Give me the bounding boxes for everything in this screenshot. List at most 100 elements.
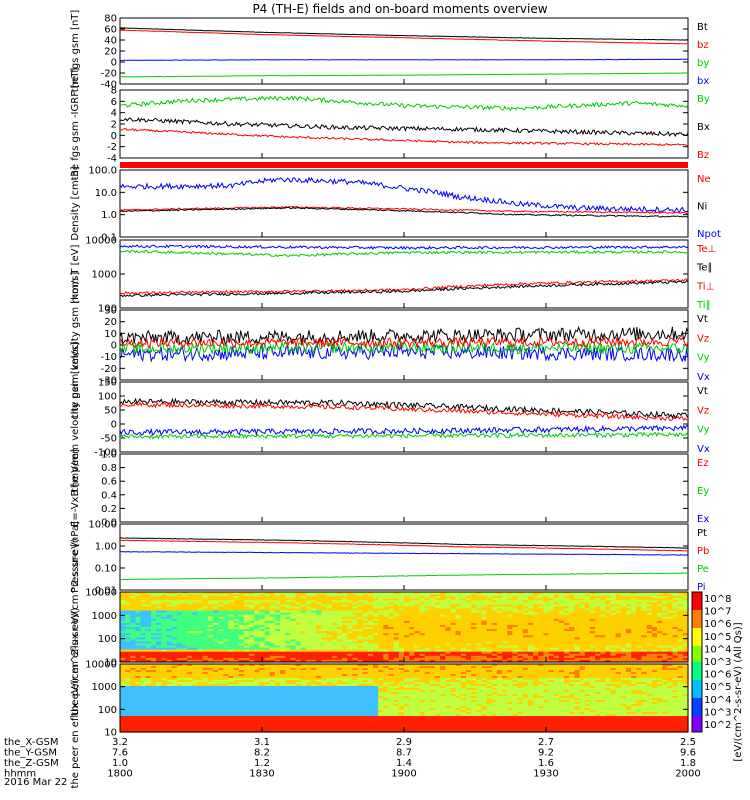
spectrogram-cell xyxy=(543,604,550,608)
spectrogram-cell xyxy=(533,657,539,661)
spectrogram-cell xyxy=(579,618,586,622)
spectrogram-cell xyxy=(202,708,209,711)
spectrogram-cell xyxy=(672,645,679,649)
spectrogram-cell xyxy=(202,716,209,719)
spectrogram-cell xyxy=(145,690,152,693)
spectrogram-cell xyxy=(243,716,250,719)
spectrogram-cell xyxy=(202,692,209,695)
spectrogram-cell xyxy=(238,637,245,640)
spectrogram-cell xyxy=(404,643,410,647)
spectrogram-cell xyxy=(667,629,674,632)
spectrogram-cell xyxy=(125,657,131,661)
spectrogram-cell xyxy=(331,608,338,612)
spectrogram-cell xyxy=(264,594,271,597)
spectrogram-cell xyxy=(171,720,178,723)
spectrogram-cell xyxy=(512,629,519,632)
spectrogram-cell xyxy=(595,604,601,608)
spectrogram-cell xyxy=(584,627,591,630)
spectrogram-cell xyxy=(207,651,214,655)
spectrogram-cell xyxy=(223,716,230,719)
spectrogram-cell xyxy=(419,594,426,597)
spectrogram-cell xyxy=(311,608,317,612)
spectrogram-cell xyxy=(135,712,142,715)
spectrogram-cell xyxy=(419,600,426,603)
spectrogram-cell xyxy=(223,684,230,687)
spectrogram-cell xyxy=(176,686,183,689)
spectrogram-cell xyxy=(486,641,493,645)
spectrogram-cell xyxy=(249,631,255,634)
spectrogram-cell xyxy=(156,664,162,667)
spectrogram-cell xyxy=(305,606,312,610)
spectrogram-cell xyxy=(300,627,307,630)
spectrogram-cell xyxy=(367,643,374,647)
spectrogram-cell xyxy=(202,722,209,725)
spectrogram-cell xyxy=(398,608,405,612)
spectrogram-cell xyxy=(269,604,276,608)
spectrogram-cell xyxy=(151,651,157,655)
spectrogram-cell xyxy=(646,629,653,632)
spectrogram-cell xyxy=(202,639,209,643)
spectrogram-cell xyxy=(166,629,173,632)
spectrogram-cell xyxy=(171,598,178,601)
spectrogram-cell xyxy=(357,596,364,599)
spectrogram-cell xyxy=(197,633,204,636)
spectrogram-cell xyxy=(414,596,421,599)
spectrogram-cell xyxy=(517,655,524,659)
spectrogram-cell xyxy=(527,616,534,620)
spectrogram-cell xyxy=(161,704,168,707)
spectrogram-cell xyxy=(125,647,131,651)
spectrogram-cell xyxy=(212,706,219,709)
spectrogram-cell xyxy=(481,604,488,608)
spectrogram-cell xyxy=(197,682,204,685)
spectrogram-cell xyxy=(259,698,266,701)
spectrogram-cell xyxy=(409,616,415,620)
spectrogram-cell xyxy=(393,610,400,614)
spectrogram-cell xyxy=(156,610,162,614)
spectrogram-cell xyxy=(615,629,622,632)
spectrogram-cell xyxy=(145,674,152,677)
spectrogram-cell xyxy=(274,637,281,640)
spectrogram-cell xyxy=(646,659,653,663)
spectrogram-cell xyxy=(626,622,632,626)
spectrogram-cell xyxy=(182,668,188,671)
spectrogram-cell xyxy=(610,614,617,618)
spectrogram-cell xyxy=(336,633,343,636)
spectrogram-cell xyxy=(429,602,436,605)
spectrogram-cell xyxy=(192,645,199,649)
spectrogram-cell xyxy=(311,604,317,608)
y-tick-label: 0.01 xyxy=(95,586,117,597)
spectrogram-cell xyxy=(481,657,488,661)
spectrogram-cell xyxy=(347,622,353,626)
spectrogram-cell xyxy=(605,620,612,624)
spectrogram-cell xyxy=(295,622,302,626)
spectrogram-cell xyxy=(145,672,152,675)
spectrogram-cell xyxy=(249,670,255,673)
spectrogram-cell xyxy=(254,706,261,709)
spectrogram-cell xyxy=(161,664,168,667)
spectrogram-cell xyxy=(192,641,199,645)
spectrogram-cell xyxy=(207,700,214,703)
spectrogram-cell xyxy=(440,620,446,624)
spectrogram-cell xyxy=(176,710,183,713)
spectrogram-cell xyxy=(254,702,261,705)
spectrogram-cell xyxy=(223,608,230,612)
spectrogram-cell xyxy=(331,606,338,610)
spectrogram-cell xyxy=(636,620,643,624)
spectrogram-cell xyxy=(182,716,188,719)
spectrogram-cell xyxy=(600,653,606,657)
spectrogram-cell xyxy=(321,641,328,645)
spectrogram-cell xyxy=(409,602,415,605)
spectrogram-cell xyxy=(455,620,462,624)
spectrogram-cell xyxy=(682,659,689,663)
spectrogram-cell xyxy=(651,633,658,636)
spectrogram-cell xyxy=(574,618,581,622)
spectrogram-cell xyxy=(166,620,173,624)
spectrogram-cell xyxy=(460,598,467,601)
spectrogram-cell xyxy=(404,594,410,597)
spectrogram-cell xyxy=(460,624,467,628)
spectrogram-cell xyxy=(574,657,581,661)
spectrogram-cell xyxy=(677,631,684,634)
spectrogram-cell xyxy=(140,616,147,620)
spectrogram-cell xyxy=(620,635,627,638)
spectrogram-cell xyxy=(130,649,137,653)
